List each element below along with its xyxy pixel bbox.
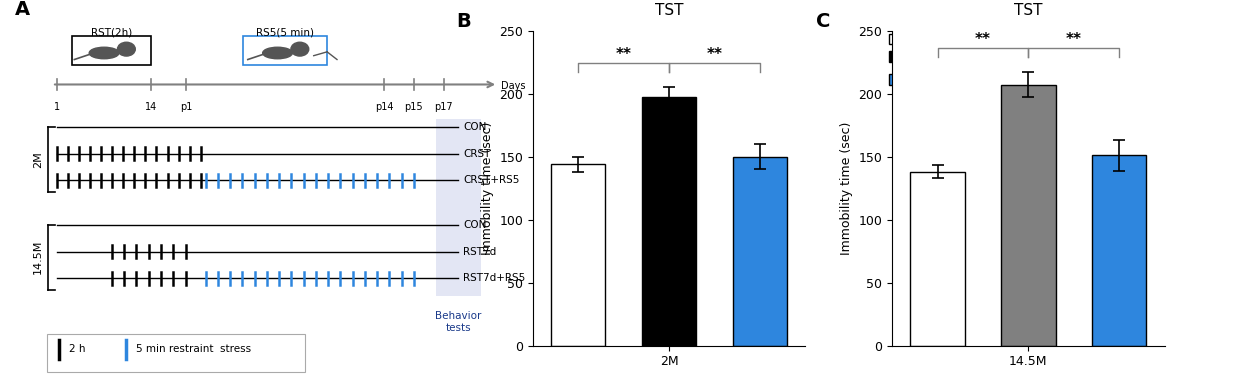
- Bar: [732, 157, 787, 346]
- Bar: [1092, 156, 1146, 346]
- Ellipse shape: [89, 47, 119, 59]
- Circle shape: [291, 42, 309, 56]
- Y-axis label: Immobility time (sec): Immobility time (sec): [840, 121, 852, 255]
- Text: CON: CON: [463, 220, 487, 230]
- Text: Days: Days: [501, 81, 525, 91]
- Text: RST7d: RST7d: [463, 247, 497, 257]
- Text: Behavior
tests: Behavior tests: [435, 311, 482, 333]
- Text: B: B: [456, 12, 471, 31]
- Bar: [47, 334, 305, 372]
- Text: TST: TST: [654, 3, 684, 18]
- Text: **: **: [1066, 32, 1082, 47]
- Bar: [642, 98, 696, 346]
- Y-axis label: Immobility time (sec): Immobility time (sec): [481, 121, 493, 255]
- Text: CON: CON: [463, 122, 487, 132]
- Bar: [72, 36, 151, 65]
- Text: CRST: CRST: [463, 149, 491, 159]
- Text: p15: p15: [404, 102, 424, 112]
- Bar: [551, 164, 606, 346]
- Bar: [243, 36, 327, 65]
- Legend: CON, CRST, CRST+
RS5: CON, CRST, CRST+ RS5: [885, 30, 950, 94]
- Text: A: A: [15, 0, 30, 19]
- Bar: [1001, 85, 1056, 346]
- Text: **: **: [975, 32, 991, 47]
- Text: **: **: [616, 47, 632, 62]
- Text: RST(2h): RST(2h): [90, 28, 133, 38]
- Text: RST7d+RS5: RST7d+RS5: [463, 273, 525, 283]
- Text: p17: p17: [434, 102, 453, 112]
- Bar: [911, 172, 965, 346]
- Text: 14.5M: 14.5M: [33, 240, 43, 275]
- Circle shape: [118, 42, 135, 56]
- Text: 14: 14: [145, 102, 157, 112]
- Text: p1: p1: [180, 102, 192, 112]
- Bar: [436, 119, 481, 296]
- Text: TST: TST: [1014, 3, 1043, 18]
- Text: C: C: [815, 12, 830, 31]
- Text: **: **: [706, 47, 722, 62]
- Ellipse shape: [263, 47, 292, 59]
- Text: 1: 1: [55, 102, 59, 112]
- Text: RS5(5 min): RS5(5 min): [256, 28, 313, 38]
- Text: 5 min restraint  stress: 5 min restraint stress: [136, 344, 252, 354]
- Text: 2 h: 2 h: [69, 344, 85, 354]
- Text: 2M: 2M: [33, 151, 43, 168]
- Text: p14: p14: [375, 102, 393, 112]
- Text: CRST+RS5: CRST+RS5: [463, 175, 520, 185]
